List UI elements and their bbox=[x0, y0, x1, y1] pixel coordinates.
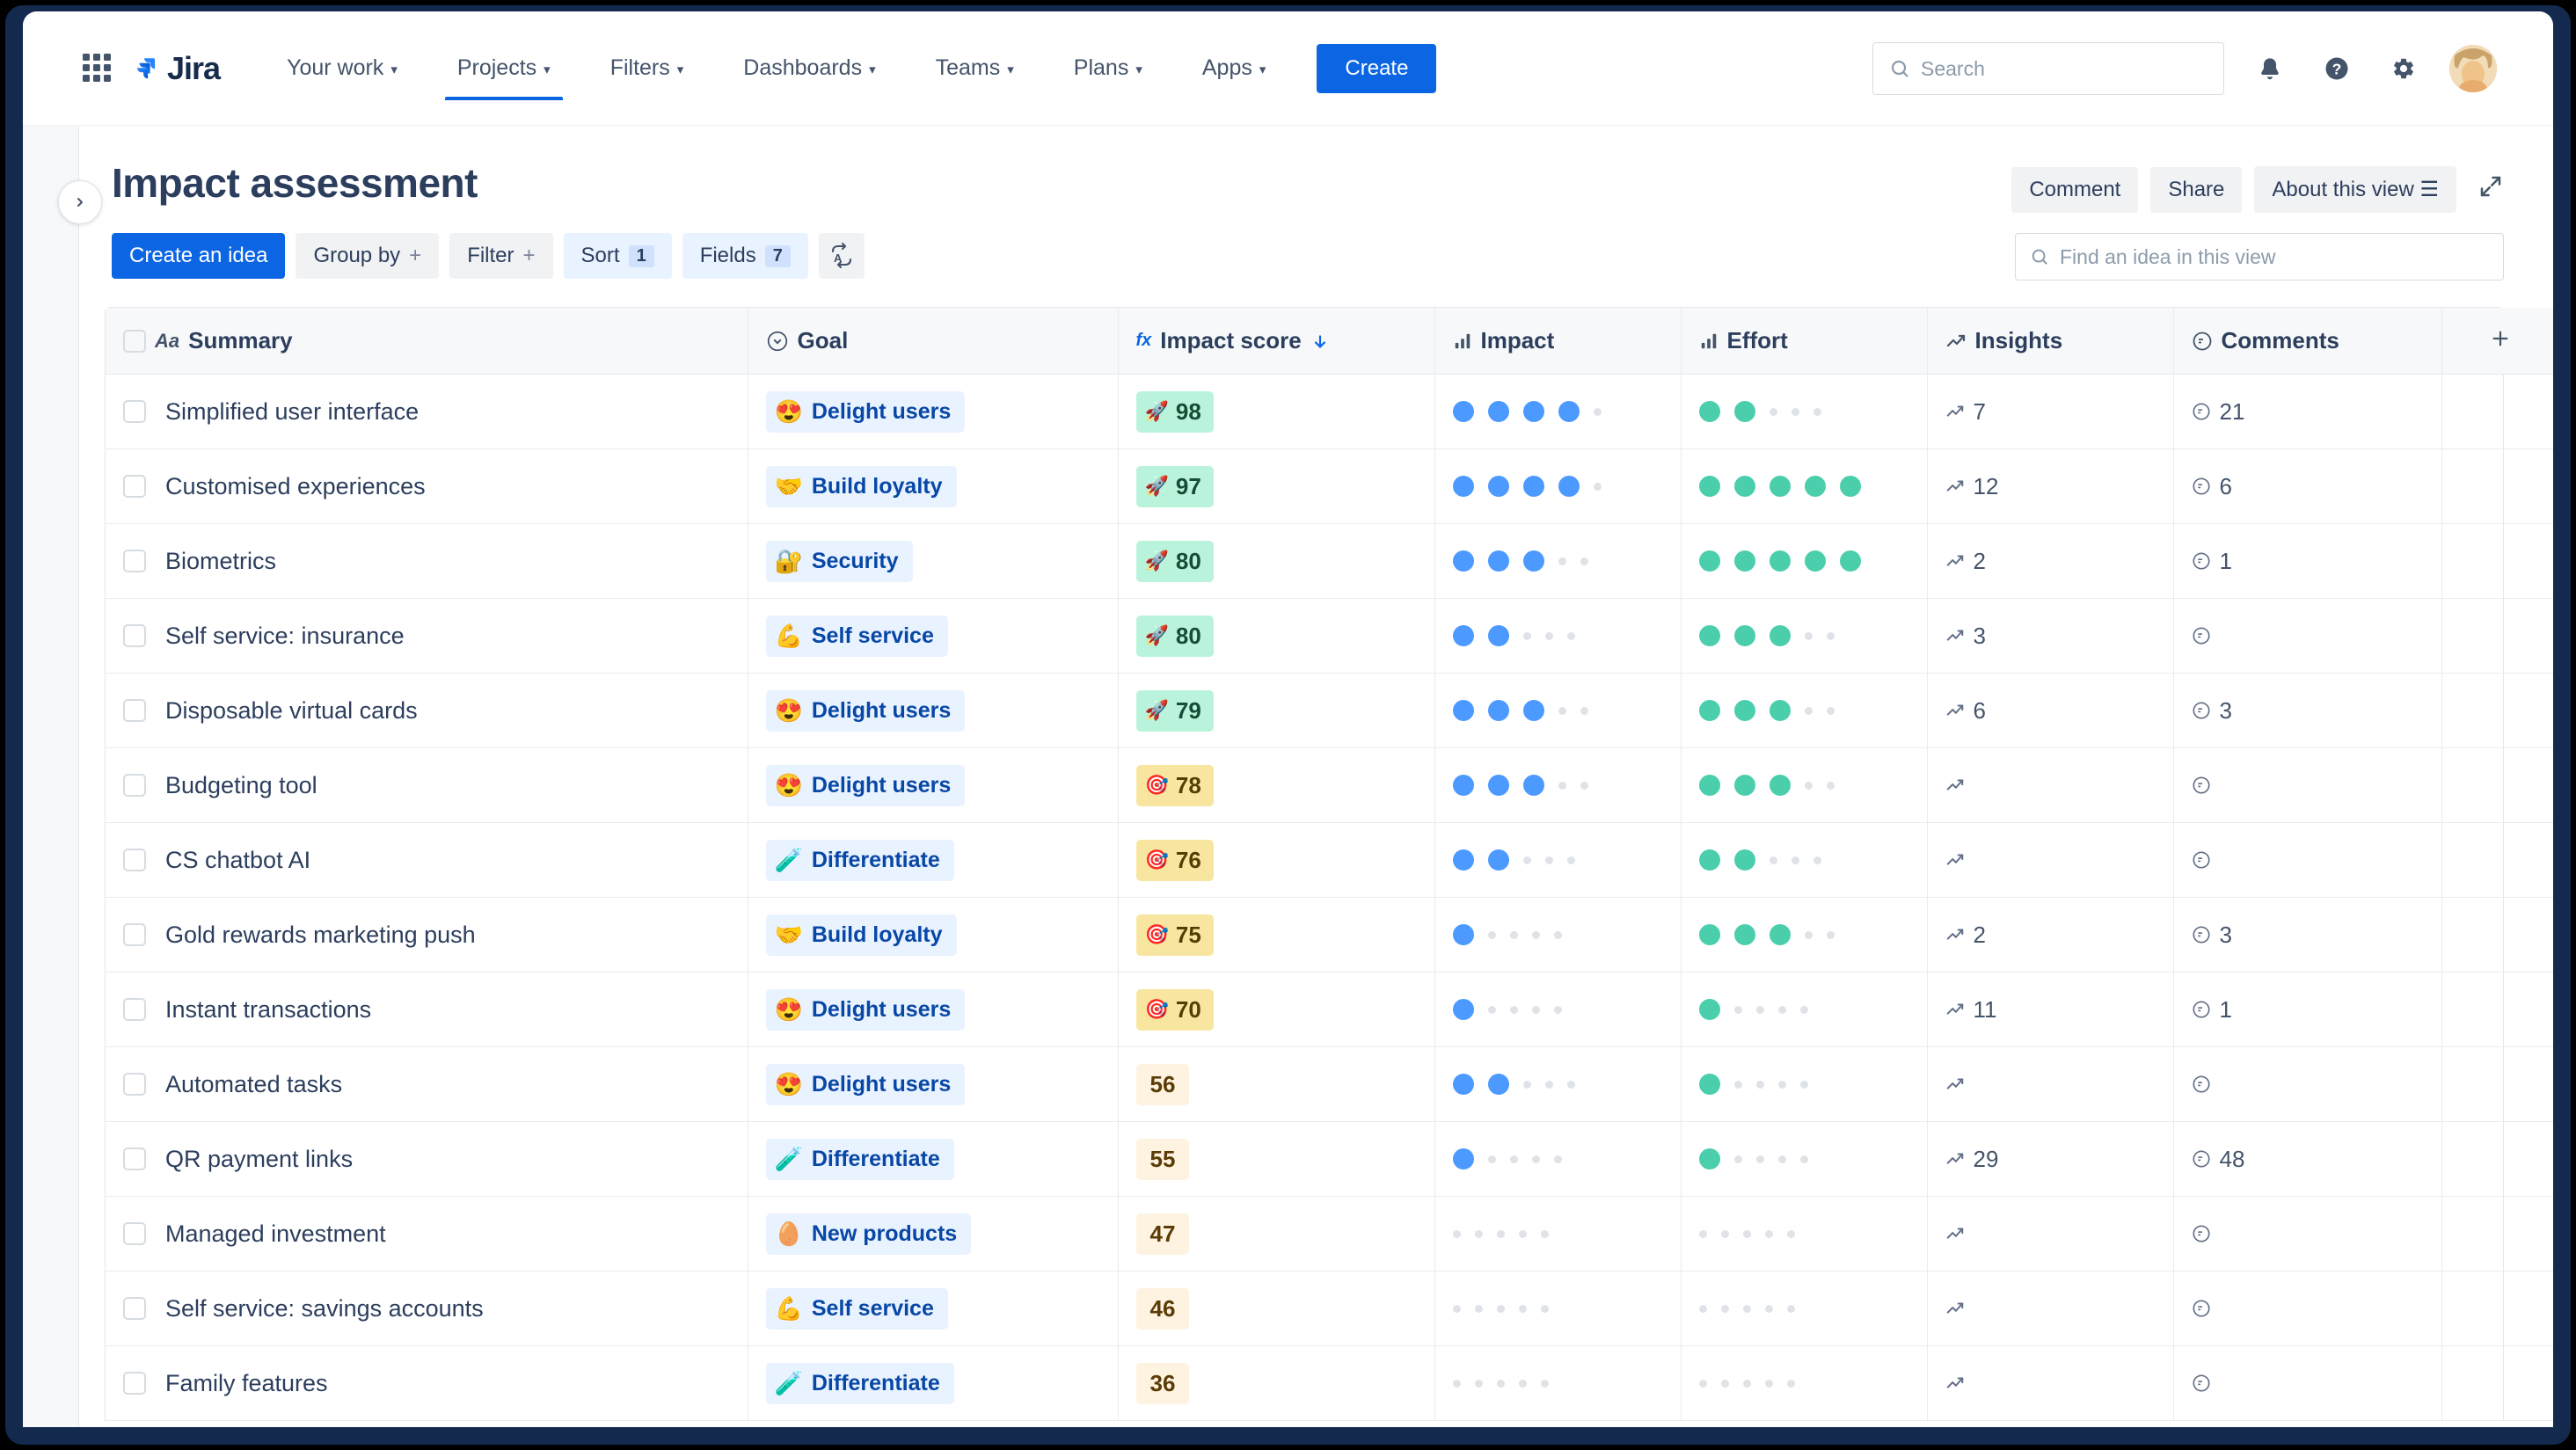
svg-text:A: A bbox=[834, 251, 843, 265]
svg-text:?: ? bbox=[2332, 60, 2342, 77]
